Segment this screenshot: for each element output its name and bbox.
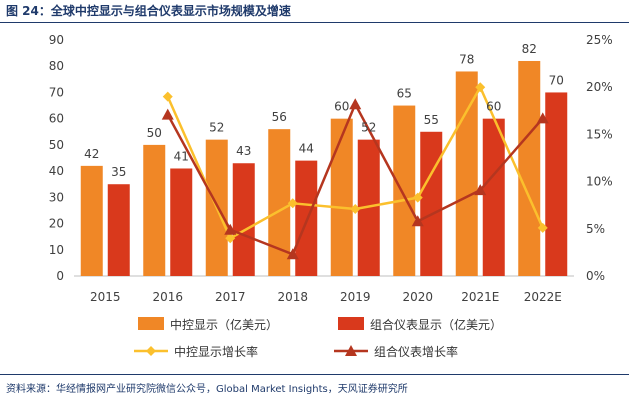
right-axis-tick-label: 5%	[586, 222, 605, 236]
marker-cluster-growth-triangle	[349, 98, 362, 110]
marker-cluster-growth-triangle	[411, 215, 424, 227]
legend-label-center-growth: 中控显示增长率	[174, 344, 258, 359]
bar-center-display	[268, 129, 291, 276]
legend-marker-cluster-growth	[345, 345, 357, 356]
right-axis-tick-label: 25%	[586, 33, 613, 47]
source-divider	[0, 374, 629, 375]
right-axis-tick-label: 20%	[586, 80, 613, 94]
data-label-center-display: 52	[209, 121, 224, 135]
bar-cluster-display	[170, 168, 193, 276]
data-label-cluster-display: 70	[549, 73, 564, 87]
data-label-cluster-display: 43	[236, 144, 251, 158]
data-label-center-display: 78	[459, 52, 474, 66]
bar-center-display	[330, 118, 353, 277]
left-axis-tick-label: 80	[49, 59, 64, 73]
marker-center-growth-diamond	[412, 192, 423, 203]
bar-center-display	[143, 144, 166, 276]
legend-swatch-cluster-display	[338, 317, 364, 330]
data-label-cluster-display: 55	[424, 113, 439, 127]
marker-center-growth-diamond	[537, 222, 548, 233]
marker-cluster-growth-triangle	[536, 112, 549, 124]
marker-center-growth-diamond	[475, 82, 486, 93]
x-axis-category-label: 2016	[152, 290, 183, 304]
right-axis-tick-label: 15%	[586, 127, 613, 141]
bar-cluster-display	[482, 118, 505, 277]
left-axis-tick-label: 30	[49, 190, 64, 204]
x-axis-category-label: 2019	[340, 290, 371, 304]
x-axis-category-label: 2015	[90, 290, 121, 304]
marker-center-growth-diamond	[350, 203, 361, 214]
x-axis-category-label: 2021E	[461, 290, 499, 304]
legend-label-cluster-growth: 组合仪表增长率	[374, 344, 458, 359]
marker-center-growth-diamond	[287, 198, 298, 209]
left-axis-tick-label: 60	[49, 112, 64, 126]
marker-cluster-growth-triangle	[161, 108, 174, 120]
bar-center-display	[455, 71, 478, 276]
left-axis-tick-label: 50	[49, 138, 64, 152]
title-divider	[0, 22, 629, 23]
bar-cluster-display	[357, 139, 380, 276]
data-label-cluster-display: 35	[111, 165, 126, 179]
data-label-cluster-display: 44	[299, 142, 314, 156]
marker-cluster-growth-triangle	[474, 184, 487, 196]
bar-center-display	[80, 165, 103, 276]
bar-cluster-display	[295, 160, 318, 276]
bar-cluster-display	[420, 131, 443, 276]
data-label-center-display: 42	[84, 147, 99, 161]
source-note: 资料来源：华经情报网产业研究院微信公众号，Global Market Insig…	[6, 384, 408, 395]
marker-cluster-growth-triangle	[224, 223, 237, 235]
chart-title: 图 24：全球中控显示与组合仪表显示市场规模及增速	[6, 4, 291, 18]
legend-marker-center-growth	[146, 346, 156, 356]
x-axis-category-label: 2022E	[524, 290, 562, 304]
marker-center-growth-diamond	[162, 91, 173, 102]
bar-cluster-display	[107, 184, 130, 276]
data-label-center-display: 82	[522, 42, 537, 56]
legend-label-cluster-display: 组合仪表显示（亿美元）	[370, 317, 502, 332]
marker-center-growth-diamond	[225, 233, 236, 244]
left-axis-tick-label: 10	[49, 243, 64, 257]
bar-cluster-display	[545, 92, 568, 276]
bar-cluster-display	[232, 163, 255, 276]
data-label-cluster-display: 52	[361, 121, 376, 135]
data-label-center-display: 60	[334, 100, 349, 114]
data-label-cluster-display: 41	[174, 149, 189, 163]
bar-center-display	[393, 105, 416, 276]
x-axis-category-label: 2018	[277, 290, 308, 304]
right-axis-tick-label: 10%	[586, 175, 613, 189]
data-label-center-display: 65	[397, 87, 412, 101]
right-axis-tick-label: 0%	[586, 269, 605, 283]
x-axis-category-label: 2017	[215, 290, 246, 304]
left-axis-tick-label: 90	[49, 33, 64, 47]
marker-cluster-growth-triangle	[286, 248, 299, 260]
legend-label-center-display: 中控显示（亿美元）	[170, 317, 278, 332]
bar-center-display	[518, 60, 541, 276]
left-axis-tick-label: 70	[49, 85, 64, 99]
data-label-center-display: 56	[272, 110, 287, 124]
left-axis-tick-label: 20	[49, 217, 64, 231]
left-axis-tick-label: 40	[49, 164, 64, 178]
left-axis-tick-label: 0	[56, 269, 64, 283]
chart-canvas: 0 10 20 30 40 50 60 70 80 90 0% 5% 10% 15% 20% 25% 2015 2…	[49, 33, 613, 359]
x-axis-category-label: 2020	[402, 290, 433, 304]
data-label-center-display: 50	[147, 126, 162, 140]
data-label-cluster-display: 60	[486, 100, 501, 114]
legend-swatch-center-display	[138, 317, 164, 330]
